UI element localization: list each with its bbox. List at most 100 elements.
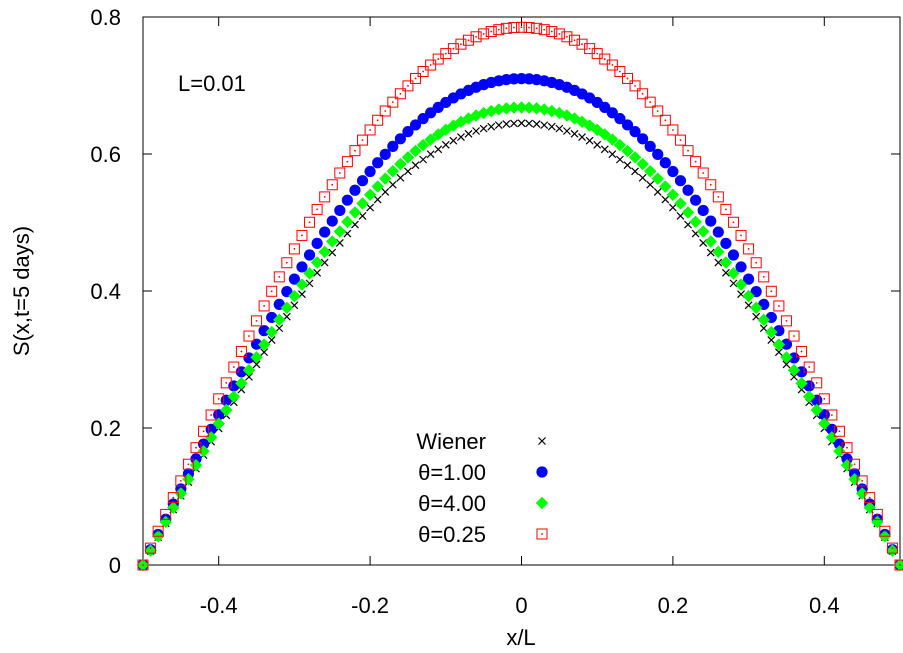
data-point <box>636 157 649 171</box>
data-point <box>667 124 679 136</box>
data-point <box>478 28 490 40</box>
data-point <box>434 145 443 154</box>
data-point <box>373 195 382 204</box>
data-point <box>823 397 826 400</box>
data-point <box>661 195 670 204</box>
data-point <box>598 128 611 141</box>
data-point <box>720 237 732 249</box>
data-point <box>848 473 861 486</box>
data-point <box>281 286 293 298</box>
data-point <box>174 487 188 500</box>
data-point <box>712 226 724 238</box>
data-point <box>750 257 762 269</box>
data-point <box>475 35 477 38</box>
data-point <box>363 188 377 202</box>
data-point <box>303 249 316 261</box>
data-point <box>767 336 776 345</box>
series-open-square <box>137 21 903 571</box>
data-point <box>319 191 331 203</box>
data-point <box>266 285 278 297</box>
data-point <box>543 28 546 31</box>
data-point <box>270 290 273 293</box>
data-point <box>354 149 356 152</box>
data-point <box>687 149 689 152</box>
data-point <box>267 336 276 345</box>
x-axis-label: x/L <box>506 625 535 650</box>
data-point <box>197 445 210 458</box>
data-point <box>411 161 420 170</box>
data-point <box>401 151 415 164</box>
data-point <box>600 145 609 154</box>
data-point <box>341 156 353 168</box>
data-point <box>334 204 346 217</box>
legend-marker <box>538 437 546 445</box>
data-point <box>407 84 409 87</box>
data-point <box>326 215 338 227</box>
data-point <box>369 129 371 131</box>
data-point <box>706 248 715 257</box>
data-point <box>464 129 473 138</box>
data-point <box>599 53 611 65</box>
data-point <box>470 31 482 43</box>
data-point <box>608 150 617 159</box>
data-point <box>621 72 633 84</box>
data-point <box>213 393 225 405</box>
data-point <box>273 271 285 283</box>
data-point <box>681 206 695 219</box>
data-point <box>424 133 437 146</box>
y-tick-label: 0.8 <box>90 5 121 30</box>
data-point <box>735 229 747 241</box>
data-point <box>159 515 172 529</box>
data-point <box>457 133 465 141</box>
data-point <box>334 167 346 179</box>
legend: Wiener θ=1.00 θ=4.00 θ=0.25 <box>416 429 549 547</box>
data-point <box>447 43 459 55</box>
data-point <box>172 496 175 499</box>
data-point <box>409 119 422 131</box>
data-point <box>516 21 527 33</box>
data-point <box>386 164 400 178</box>
data-point <box>296 229 308 241</box>
data-point <box>204 431 218 444</box>
data-point <box>245 372 253 381</box>
data-point <box>780 315 792 327</box>
data-point <box>449 136 458 145</box>
data-point <box>667 165 679 178</box>
data-point <box>868 496 871 499</box>
data-point <box>772 338 786 351</box>
data-point <box>871 508 883 520</box>
data-point <box>394 88 406 100</box>
data-point <box>853 463 856 466</box>
data-point <box>319 226 331 238</box>
data-point <box>265 325 278 339</box>
data-point <box>479 124 488 133</box>
data-point <box>175 475 187 487</box>
data-point <box>581 43 583 46</box>
data-point <box>676 211 685 220</box>
data-point <box>732 221 735 224</box>
data-point <box>714 258 723 267</box>
data-point <box>825 431 839 444</box>
data-point <box>278 275 281 278</box>
data-point <box>743 243 755 255</box>
data-point <box>535 27 538 30</box>
data-point <box>891 547 894 550</box>
data-point <box>429 64 432 66</box>
data-point <box>228 361 240 373</box>
data-point <box>863 501 876 514</box>
data-point <box>666 188 680 202</box>
data-point <box>679 139 682 142</box>
data-point <box>810 403 823 417</box>
data-point <box>538 24 550 36</box>
data-point <box>288 243 300 255</box>
data-point <box>381 188 390 196</box>
data-point <box>144 544 157 557</box>
data-point <box>387 96 399 108</box>
data-point <box>356 175 369 187</box>
data-point <box>316 208 319 211</box>
data-point <box>674 197 687 210</box>
data-point <box>313 268 322 277</box>
data-point <box>500 102 513 115</box>
x-tick-label: -0.4 <box>200 593 238 618</box>
data-point <box>142 564 144 566</box>
